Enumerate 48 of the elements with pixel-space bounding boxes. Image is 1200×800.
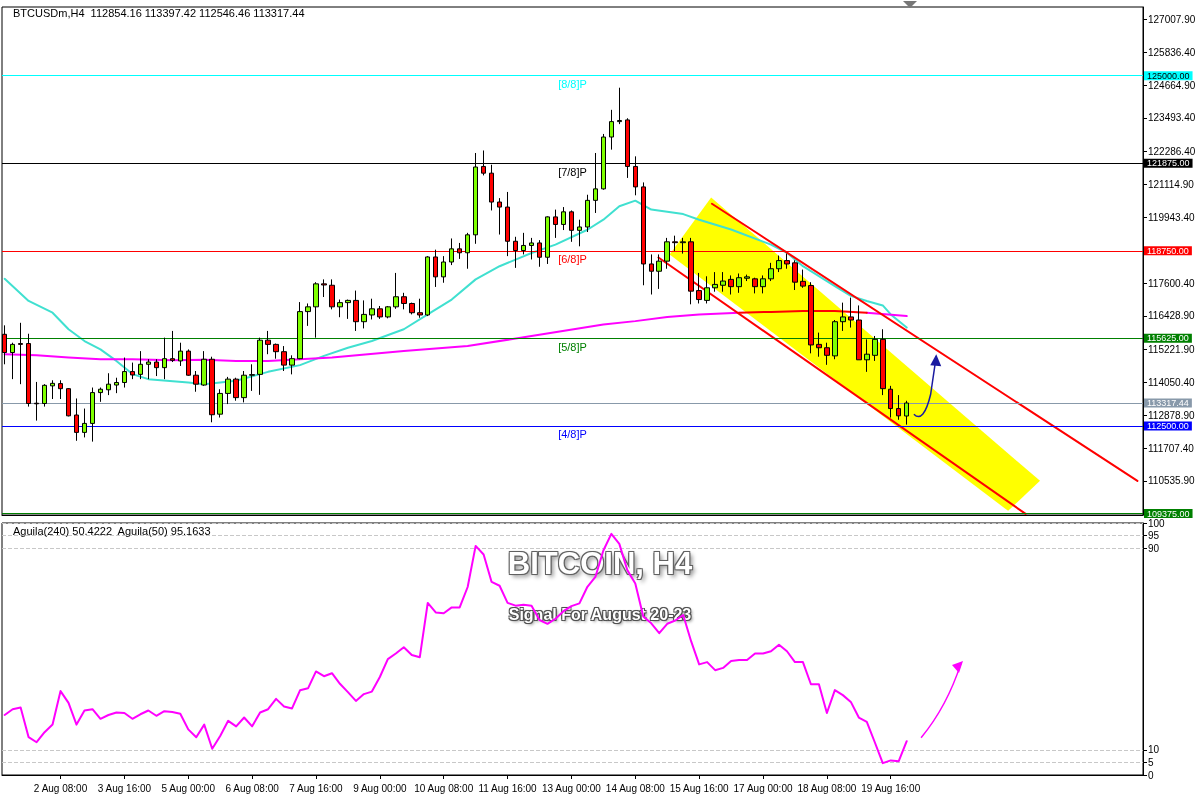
y2-tick-label: 121875.00	[1147, 158, 1190, 169]
x-tick-label: 17 Aug 00:00	[733, 782, 793, 794]
y-tick-label: 111707.40	[1148, 442, 1195, 454]
x-tick-label: 5 Aug 00:00	[161, 782, 216, 794]
y-tick-label: 90	[1148, 542, 1160, 554]
y-tick-label: 112878.90	[1148, 409, 1195, 421]
y2-tick-label: 115625.00	[1147, 333, 1189, 344]
ref-line-label: [4/8]P	[558, 428, 587, 441]
x-tick-label: 10 Aug 08:00	[414, 782, 474, 794]
y2-tick-label: 109375.00	[1147, 508, 1190, 519]
ref-line-label: [6/8]P	[558, 253, 587, 266]
y-tick-label: 100	[1148, 517, 1166, 529]
x-tick-label: 6 Aug 08:00	[225, 782, 280, 794]
y-tick-label: 119943.40	[1148, 211, 1195, 223]
y-tick-label: 0	[1148, 769, 1154, 781]
x-tick-label: 15 Aug 16:00	[669, 782, 730, 794]
ref-line-label: [7/8]P	[558, 165, 587, 178]
x-tick-label: 14 Aug 08:00	[605, 782, 666, 794]
y-tick-label: 95	[1148, 530, 1160, 542]
chart-title: BTCUSDm,H4 112854.16 113397.42 112546.46 113317.44	[13, 6, 305, 19]
y-tick-label: 122286.40	[1148, 146, 1196, 158]
y-tick-label: 123493.40	[1148, 112, 1196, 124]
y-tick-label: 10	[1148, 744, 1160, 756]
y-tick-label: 125836.40	[1148, 46, 1196, 58]
y-tick-label: 114050.40	[1148, 376, 1195, 388]
y-tick-label: 110535.90	[1148, 475, 1195, 487]
x-tick-label: 13 Aug 00:00	[541, 782, 602, 794]
y2-tick-label: 118750.00	[1147, 245, 1189, 256]
x-tick-label: 19 Aug 16:00	[861, 782, 921, 794]
y2-tick-label: 125000.00	[1147, 70, 1190, 81]
y2-tick-label: 113317.44	[1147, 398, 1189, 409]
y-tick-label: 116428.90	[1148, 310, 1195, 322]
y-tick-label: 5	[1148, 756, 1154, 768]
x-tick-label: 3 Aug 16:00	[97, 782, 152, 794]
y-tick-label: 115221.90	[1148, 344, 1195, 356]
y-tick-label: 127007.90	[1148, 13, 1196, 25]
x-tick-label: 9 Aug 00:00	[353, 782, 407, 794]
ref-line-label: [5/8]P	[558, 340, 587, 353]
x-tick-label: 7 Aug 16:00	[289, 782, 344, 794]
y-tick-label: 124664.90	[1148, 79, 1196, 91]
ref-line-label: [8/8]P	[558, 78, 587, 91]
y-tick-label: 121114.90	[1148, 179, 1195, 191]
y2-tick-label: 112500.00	[1147, 420, 1189, 431]
x-tick-label: 11 Aug 16:00	[478, 782, 538, 794]
y-tick-label: 117600.40	[1148, 277, 1195, 289]
x-tick-label: 18 Aug 08:00	[797, 782, 857, 794]
chart-title: Aguila(240) 50.4222 Aguila(50) 95.1633	[13, 524, 211, 537]
x-tick-label: 2 Aug 08:00	[33, 782, 88, 794]
